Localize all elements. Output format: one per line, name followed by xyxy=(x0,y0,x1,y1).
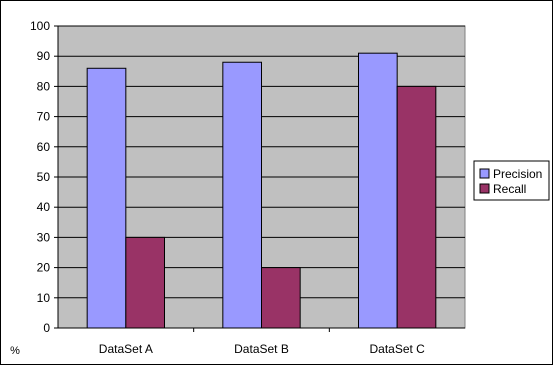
bar-recall-2 xyxy=(261,267,301,329)
legend-swatch xyxy=(479,183,490,194)
y-tick-label: 60 xyxy=(37,140,51,154)
legend-label: Precision xyxy=(493,167,542,181)
y-tick-label: 10 xyxy=(37,291,51,305)
bar-recall-3 xyxy=(396,85,437,329)
legend-label: Recall xyxy=(493,182,526,196)
y-axis-label: % xyxy=(10,345,20,357)
y-tick-label: 100 xyxy=(30,19,50,33)
y-tick-label: 90 xyxy=(37,49,51,63)
x-tick-label: DataSet B xyxy=(234,342,289,356)
y-tick-label: 80 xyxy=(37,79,51,93)
bar-precision-1 xyxy=(86,67,127,329)
bar-recall-1 xyxy=(125,236,165,329)
y-tick-label: 40 xyxy=(37,200,51,214)
y-tick-label: 30 xyxy=(37,230,51,244)
bar-precision-3 xyxy=(358,52,398,329)
y-tick-label: 50 xyxy=(37,170,51,184)
legend-swatch xyxy=(479,168,490,179)
y-tick-label: 20 xyxy=(37,261,51,275)
bar-precision-2 xyxy=(222,61,263,329)
x-tick-label: DataSet A xyxy=(99,342,153,356)
x-tick-label: DataSet C xyxy=(369,342,425,356)
y-tick-label: 70 xyxy=(37,110,51,124)
x-axis: DataSet A DataSet B DataSet C xyxy=(58,327,465,356)
y-tick-label: 0 xyxy=(43,321,50,335)
y-axis: 0 10 20 30 40 50 60 70 80 90 100 xyxy=(30,19,59,335)
